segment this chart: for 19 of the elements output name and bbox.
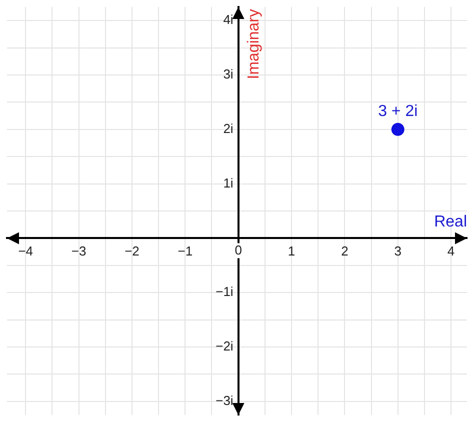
y-tick-label: 1i (223, 175, 234, 190)
y-axis-title: Imaginary (246, 9, 263, 80)
x-tick-label: −4 (18, 244, 34, 259)
x-tick-label: −1 (178, 244, 193, 259)
x-tick-label: 2 (341, 244, 348, 259)
x-tick-label: −2 (124, 244, 140, 259)
x-tick-label: 4 (447, 244, 455, 259)
x-tick-label: −3 (71, 244, 86, 259)
x-tick-label: 3 (394, 244, 402, 259)
y-tick-label: −3i (216, 392, 234, 408)
y-tick-label: −2i (216, 338, 234, 354)
y-tick-label: 4i (223, 12, 234, 28)
annotation: 3 + 2i (378, 102, 418, 120)
y-tick-label: 2i (223, 120, 234, 136)
x-tick-label: 1 (288, 244, 296, 259)
y-tick-label: −1i (216, 284, 234, 300)
x-axis-title: Real (434, 214, 467, 231)
y-tick-label: 3i (223, 66, 234, 82)
x-tick-label: 0 (234, 242, 242, 258)
